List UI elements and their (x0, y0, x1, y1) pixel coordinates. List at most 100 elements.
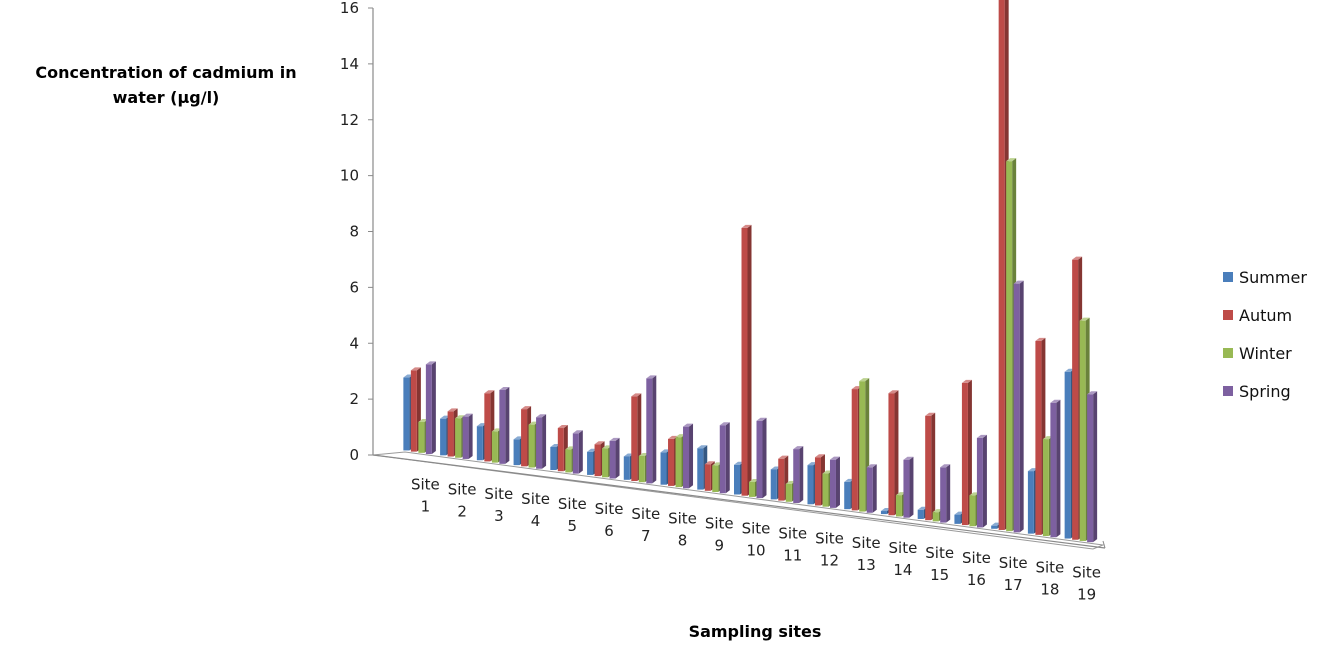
bar-front (638, 455, 645, 483)
x-tick-label-line2: 8 (678, 532, 688, 550)
bar-top (557, 425, 568, 429)
bar-top (594, 441, 605, 445)
bar-top (1072, 256, 1083, 260)
bar-side (872, 464, 877, 513)
bar-front (557, 428, 564, 472)
x-tick-label-line2: 3 (494, 507, 504, 525)
bar-front (646, 378, 653, 484)
bar-top (940, 464, 951, 468)
bar-front (925, 415, 932, 521)
bar-top (888, 390, 899, 394)
bar-front (785, 483, 792, 502)
x-tick-label: Site 7 (631, 505, 660, 545)
bar-front (712, 465, 719, 493)
bar-front (844, 481, 851, 510)
bar-top (410, 367, 421, 371)
x-tick-label: Site 18 (1035, 559, 1064, 599)
bar-front (793, 449, 800, 503)
bar-front (851, 389, 858, 511)
chart-floor (372, 451, 1105, 550)
bar-front (814, 457, 821, 506)
bar-spring-site-10 (756, 417, 767, 499)
bar-top (425, 361, 436, 365)
bar-top (499, 386, 510, 390)
x-axis-line (372, 454, 1106, 549)
bar-side (762, 417, 767, 499)
bar-front (895, 495, 902, 517)
x-tick-label-line2: 13 (857, 556, 876, 574)
legend-swatch-autum (1223, 310, 1233, 320)
bar-spring-site-4 (536, 414, 547, 469)
bar-front (455, 418, 462, 458)
bar-front (998, 0, 1005, 530)
bar-side (1019, 280, 1024, 533)
x-tick-label-line2: 6 (604, 522, 614, 540)
x-tick-label-line2: 5 (568, 517, 578, 535)
bar-spring-site-9 (719, 422, 730, 494)
bar-front (719, 425, 726, 494)
bar-side (946, 464, 951, 523)
bar-front (418, 422, 425, 453)
bar-spring-site-18 (1050, 399, 1061, 538)
bar-top (793, 446, 804, 450)
bar-top (756, 417, 767, 421)
bar-front (697, 448, 704, 490)
bar-spring-site-7 (646, 375, 657, 484)
x-tick-label: Site 8 (668, 510, 697, 550)
bar-side (468, 413, 473, 459)
bar-spring-site-11 (793, 446, 804, 503)
bar-front (991, 525, 998, 529)
bar-front (403, 377, 410, 451)
bar-side (747, 224, 752, 496)
x-tick-label-line2: 4 (531, 512, 541, 530)
bar-front (565, 449, 572, 473)
bar-side (931, 412, 936, 521)
legend-item-autum: Autum (1223, 296, 1307, 334)
bar-top (976, 434, 987, 438)
x-tick-label: Site 2 (448, 480, 477, 520)
x-tick-label-line1: Site (889, 539, 918, 557)
bar-front (484, 393, 491, 462)
bar-front (866, 467, 873, 513)
x-tick-label-line2: 2 (457, 502, 467, 520)
bar-spring-site-16 (976, 434, 987, 528)
bar-top (1087, 391, 1098, 395)
bar-side (505, 386, 510, 464)
bar-front (631, 396, 638, 482)
x-tick-label-line1: Site (631, 505, 660, 523)
bar-side (835, 456, 840, 508)
bar-side (689, 423, 694, 489)
bar-front (660, 452, 667, 485)
bar-front (954, 514, 961, 524)
y-tick-label: 14 (340, 55, 359, 73)
bar-front (822, 473, 829, 507)
x-tick-label-line1: Site (742, 520, 771, 538)
x-tick-label-line1: Site (1072, 564, 1101, 582)
bar-front (609, 440, 616, 479)
bar-side (652, 375, 657, 484)
x-tick-label-line1: Site (411, 475, 440, 493)
y-tick-label: 16 (340, 0, 359, 17)
bar-front (675, 437, 682, 488)
bar-front (513, 439, 520, 466)
x-tick-label-line2: 11 (783, 546, 802, 564)
bar-top (521, 406, 532, 410)
bar-top (1013, 280, 1024, 284)
bar-front (961, 382, 968, 526)
bar-front (668, 438, 675, 486)
bar-spring-site-3 (499, 386, 510, 464)
bar-front (528, 424, 535, 468)
bar-side (894, 390, 899, 516)
x-tick-label-line1: Site (448, 480, 477, 498)
x-tick-label: Site 17 (999, 554, 1028, 594)
bar-front (880, 511, 887, 515)
bar-spring-site-19 (1087, 391, 1098, 543)
bar-side (982, 434, 987, 528)
x-tick-label-line1: Site (999, 554, 1028, 572)
x-tick-label-line1: Site (484, 485, 513, 503)
bar-top (859, 378, 870, 382)
legend-item-winter: Winter (1223, 334, 1307, 372)
x-tick-label: Site 10 (742, 520, 771, 560)
x-tick-label: Site 12 (815, 529, 844, 569)
